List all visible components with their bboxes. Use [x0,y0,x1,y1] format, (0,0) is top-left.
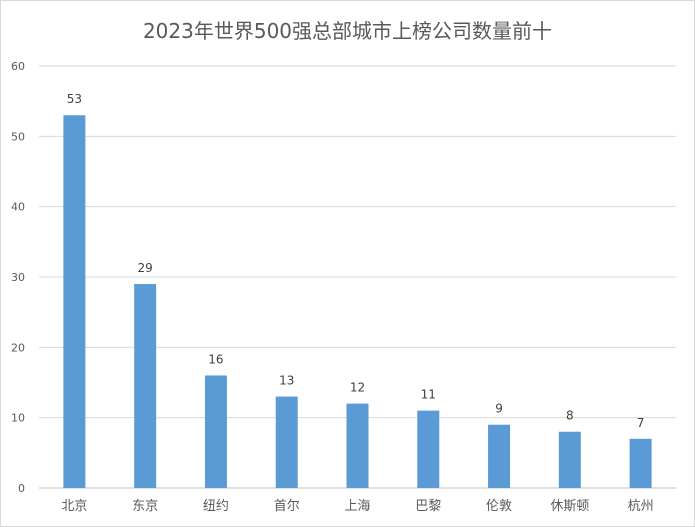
y-tick-label: 0 [18,482,25,495]
bar [558,431,581,488]
chart-title: 2023年世界500强总部城市上榜公司数量前十 [142,19,553,43]
category-label: 巴黎 [415,499,441,514]
category-label: 北京 [61,499,87,514]
y-tick-label: 50 [11,130,25,143]
category-label: 杭州 [628,499,654,514]
bars: 53 29 16 13 12 11 9 8 7 [63,92,652,488]
category-label: 上海 [344,499,370,514]
bar [275,396,298,488]
bar [629,438,652,488]
category-label: 伦敦 [486,498,512,514]
data-label: 29 [138,261,153,275]
y-tick-label: 30 [11,271,25,284]
data-label: 9 [495,402,503,416]
category-label: 休斯顿 [550,499,589,514]
bar [346,403,369,488]
category-label: 首尔 [274,499,300,514]
bar [204,375,227,488]
data-label: 8 [566,409,574,423]
y-tick-label: 40 [11,201,25,214]
data-label: 11 [421,388,436,402]
y-tick-label: 10 [11,412,25,425]
y-axis: 0 10 20 30 40 50 60 [11,60,25,495]
data-label: 12 [350,381,365,395]
bar [488,424,511,488]
data-label: 53 [67,92,82,106]
bar [134,284,157,488]
data-label: 7 [637,416,645,430]
y-tick-label: 20 [11,341,25,354]
bar [63,115,86,488]
data-label: 16 [208,352,223,366]
bar [417,410,440,488]
y-tick-label: 60 [11,60,25,73]
x-axis: 北京 东京 纽约 首尔 上海 巴黎 伦敦 休斯顿 杭州 [61,498,653,514]
data-label: 13 [279,374,294,388]
category-label: 东京 [132,499,158,514]
category-label: 纽约 [203,499,229,514]
